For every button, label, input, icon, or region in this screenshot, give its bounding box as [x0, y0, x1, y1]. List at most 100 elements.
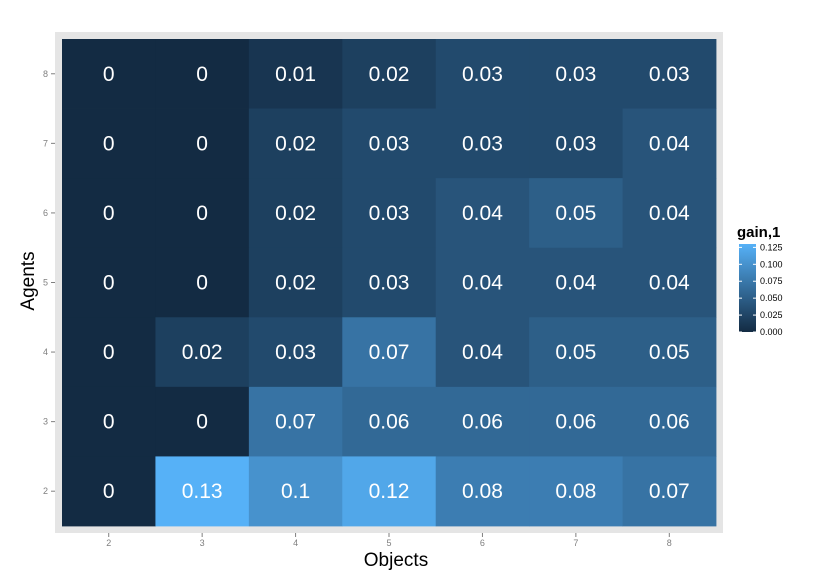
cell-value-label: 0: [103, 63, 115, 86]
cell-value-label: 0.03: [649, 63, 690, 86]
cell-value-label: 0.08: [555, 480, 596, 503]
x-tick-label: 8: [667, 538, 672, 548]
color-legend: gain,1 0.125 0.100 0.075 0.050 0.025 0.000: [737, 224, 783, 337]
cell-value-label: 0.03: [462, 132, 503, 155]
heatmap-cell: [248, 386, 343, 457]
cell-value-label: 0: [103, 202, 115, 225]
legend-tick-label: 0.125: [760, 242, 783, 252]
cell-value-label: 0: [103, 411, 115, 434]
heatmap-cell: [529, 39, 623, 109]
y-tick-label: 3: [43, 417, 48, 427]
cell-value-label: 0: [103, 480, 115, 503]
heatmap-cell: [435, 178, 530, 249]
legend-tick-label: 0.075: [760, 276, 783, 286]
cell-value-label: 0.04: [462, 272, 503, 295]
heatmap-cell: [62, 108, 156, 179]
heatmap-cell: [435, 108, 530, 179]
heatmap-cell: [435, 386, 530, 457]
cell-value-label: 0.1: [281, 480, 310, 503]
cell-value-label: 0.04: [649, 202, 690, 225]
heatmap-cell: [62, 247, 156, 318]
legend-colorbar: [739, 244, 756, 332]
x-tick-label: 6: [480, 538, 485, 548]
cell-value-label: 0.04: [462, 202, 503, 225]
y-tick-label: 4: [43, 347, 48, 357]
x-tick-label: 5: [386, 538, 391, 548]
legend-tick-label: 0.000: [760, 327, 783, 337]
cell-value-label: 0: [196, 272, 208, 295]
heatmap-cell: [62, 386, 156, 457]
cell-value-label: 0: [103, 132, 115, 155]
heatmap-cell: [248, 178, 343, 249]
heatmap-cell: [622, 178, 717, 249]
cell-value-label: 0.06: [649, 411, 690, 434]
heatmap-cell: [435, 456, 530, 527]
heatmap-cell: [529, 317, 623, 388]
heatmap-cell: [62, 178, 156, 249]
heatmap-cell: [62, 456, 156, 527]
x-tick-label: 3: [200, 538, 205, 548]
heatmap-cell: [248, 108, 343, 179]
heatmap-cell: [155, 247, 250, 318]
heatmap-cell: [155, 108, 250, 179]
heatmap-cell: [342, 456, 437, 527]
heatmap-cell: [155, 386, 250, 457]
heatmap-cell: [529, 456, 623, 527]
heatmap-cell: [435, 317, 530, 388]
cell-value-label: 0.07: [649, 480, 690, 503]
cell-value-label: 0: [196, 411, 208, 434]
cell-value-label: 0: [103, 272, 115, 295]
cell-value-label: 0: [103, 341, 115, 364]
cell-value-label: 0.05: [555, 202, 596, 225]
heatmap-cell: [622, 386, 717, 457]
cell-value-label: 0.03: [462, 63, 503, 86]
heatmap-cell: [529, 386, 623, 457]
legend-tick-label: 0.050: [760, 293, 783, 303]
cell-value-label: 0: [196, 63, 208, 86]
heatmap-cell: [622, 247, 717, 318]
cell-value-label: 0.01: [275, 63, 316, 86]
heatmap-cell: [342, 247, 437, 318]
cell-value-label: 0.03: [369, 202, 410, 225]
heatmap-cell: [155, 456, 250, 527]
cell-value-label: 0.04: [649, 132, 690, 155]
y-axis-ticks: 8 7 6 5 4 3 2: [43, 69, 55, 496]
cell-value-label: 0.02: [182, 341, 223, 364]
x-tick-label: 7: [573, 538, 578, 548]
cell-value-label: 0.04: [462, 341, 503, 364]
y-tick-label: 7: [43, 138, 48, 148]
y-tick-label: 2: [43, 486, 48, 496]
cell-value-label: 0: [196, 132, 208, 155]
y-tick-label: 8: [43, 69, 48, 79]
heatmap-cell: [342, 386, 437, 457]
cell-value-label: 0.03: [369, 132, 410, 155]
legend-title: gain,1: [737, 224, 780, 241]
cell-value-label: 0.07: [275, 411, 316, 434]
heatmap-cell: [529, 108, 623, 179]
heatmap-cell: [62, 39, 156, 109]
heatmap-cell: [622, 317, 717, 388]
cell-value-label: 0.02: [275, 272, 316, 295]
legend-tick-label: 0.025: [760, 310, 783, 320]
heatmap-cell: [342, 317, 437, 388]
cell-value-label: 0.06: [555, 411, 596, 434]
cell-value-label: 0.06: [462, 411, 503, 434]
heatmap-cell: [622, 456, 717, 527]
heatmap-cell: [342, 108, 437, 179]
x-tick-label: 2: [106, 538, 111, 548]
heatmap-cell: [248, 456, 343, 527]
x-tick-label: 4: [293, 538, 298, 548]
cell-value-label: 0.03: [555, 132, 596, 155]
heatmap-cell: [622, 108, 717, 179]
cell-value-label: 0.05: [555, 341, 596, 364]
heatmap-cell: [435, 247, 530, 318]
heatmap-cell: [62, 317, 156, 388]
heatmap-cell: [342, 39, 437, 109]
cell-value-label: 0.03: [369, 272, 410, 295]
cell-value-label: 0.08: [462, 480, 503, 503]
heatmap-cell: [529, 178, 623, 249]
heatmap-cell: [248, 317, 343, 388]
heatmap-cells: 0 0 0.01 0.02 0.03 0.03 0.03 0 0 0.02 0.03 0.03 0.03…: [62, 39, 717, 527]
heatmap-cell: [342, 178, 437, 249]
